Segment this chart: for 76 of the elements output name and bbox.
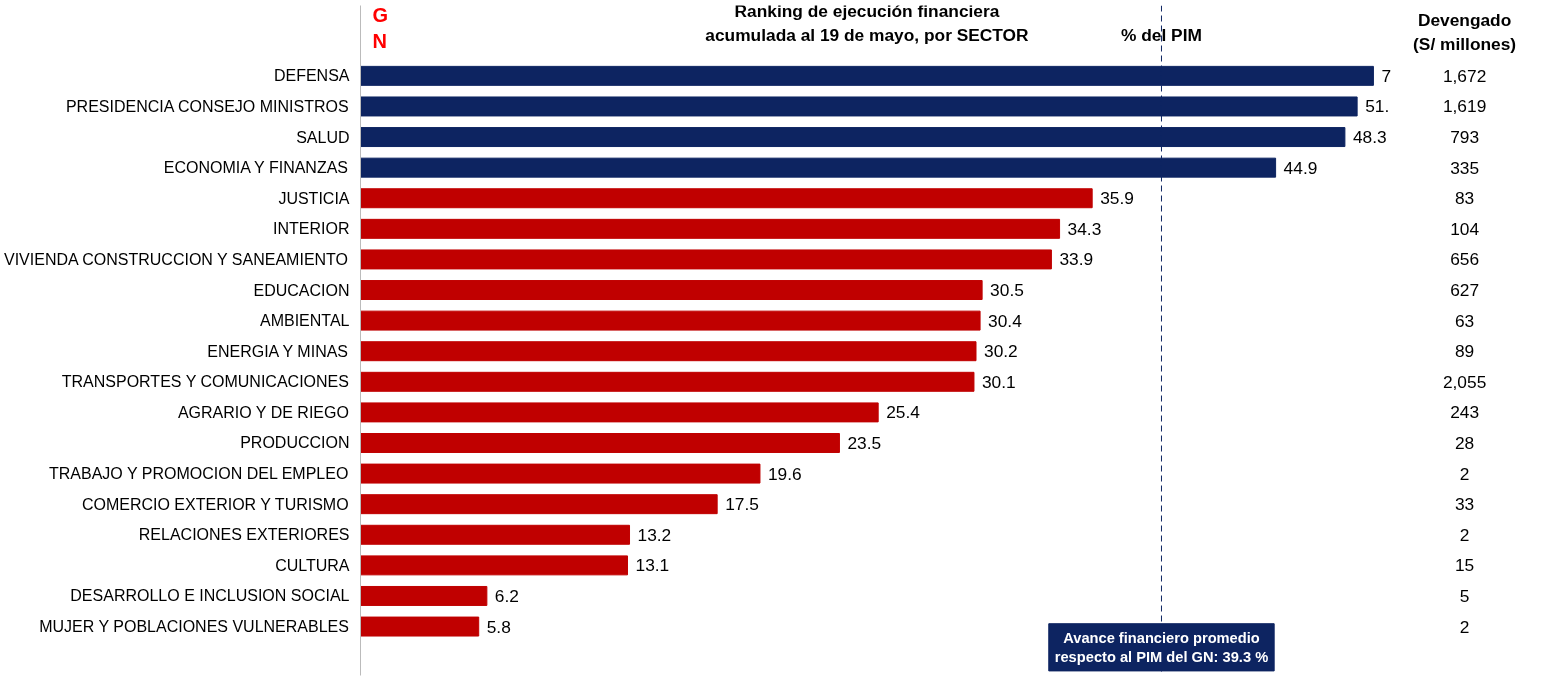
bar <box>360 310 981 331</box>
text: 656 <box>1450 249 1480 270</box>
y-tick-label: AMBIENTAL <box>260 312 350 330</box>
y-tick-label: ECONOMIA Y FINANZAS <box>163 159 349 177</box>
annotation: 7 <box>1381 65 1392 86</box>
bar <box>360 341 977 362</box>
text: 63 <box>1454 310 1475 331</box>
data-label: 23.5 <box>847 432 882 453</box>
text: 1,672 <box>1442 65 1487 86</box>
text: 793 <box>1450 127 1480 148</box>
text: 335 <box>1450 157 1480 178</box>
y-tick-label: COMERCIO EXTERIOR Y TURISMO <box>81 495 349 513</box>
y-tick-label: JUSTICIA <box>278 189 350 207</box>
bar <box>360 463 761 484</box>
y-tick-label: AGRARIO Y DE RIEGO <box>177 403 349 421</box>
data-label: 30.5 <box>990 280 1024 301</box>
bar <box>360 188 1093 209</box>
text: 2 <box>1459 616 1470 637</box>
y-tick-label: PRESIDENCIA CONSEJO MINISTROS <box>65 97 349 115</box>
text: 15 <box>1454 555 1475 576</box>
data-label: 35.9 <box>1100 188 1134 209</box>
data-label: 19.6 <box>767 463 802 484</box>
text: 2 <box>1459 463 1470 484</box>
bar <box>360 280 983 300</box>
data-label: 34.3 <box>1067 218 1102 239</box>
ref-line-label: Avance financiero promedio respecto al PIM del GN: 39.3 % <box>1054 629 1269 665</box>
y-tick-label: MUJER Y POBLACIONES VULNERABLES <box>39 618 349 636</box>
data-label: 5.8 <box>486 616 511 637</box>
y-tick-label: INTERIOR <box>273 220 350 238</box>
text: G N <box>372 3 389 52</box>
bar <box>360 402 879 423</box>
data-label: 17.5 <box>725 494 759 515</box>
text: 2 <box>1459 524 1470 545</box>
bar <box>360 524 631 545</box>
data-label: 44.9 <box>1283 157 1318 178</box>
y-tick-label: TRABAJO Y PROMOCION DEL EMPLEO <box>49 465 349 483</box>
text: 28 <box>1454 432 1475 453</box>
y-tick-label: PRODUCCION <box>240 434 350 452</box>
bar <box>360 433 840 453</box>
bar <box>360 494 718 515</box>
y-tick-label: DEFENSA <box>273 67 350 85</box>
text: 627 <box>1450 280 1480 301</box>
y2-axis-title: Devengado (S/ millones) <box>1413 10 1517 55</box>
text: 104 <box>1450 218 1480 239</box>
bar <box>360 585 488 606</box>
bar <box>360 371 975 392</box>
data-label: 30.2 <box>984 341 1018 362</box>
data-label: 13.1 <box>635 555 670 576</box>
text: 2,055 <box>1442 371 1487 392</box>
y-tick-label: ENERGIA Y MINAS <box>207 342 349 360</box>
text: 83 <box>1454 188 1475 209</box>
text: 243 <box>1450 402 1480 423</box>
y-tick-label: CULTURA <box>275 556 350 574</box>
y-tick-label: TRANSPORTES Y COMUNICACIONES <box>61 373 349 391</box>
y-tick-label: VIVIENDA CONSTRUCCION Y SANEAMIENTO <box>3 250 349 268</box>
y-tick-label: EDUCACION <box>253 281 350 299</box>
y-tick-label: DESARROLLO E INCLUSION SOCIAL <box>70 587 350 605</box>
data-label: 6.2 <box>494 585 519 606</box>
bar <box>360 616 480 637</box>
bar <box>360 249 1052 270</box>
bar <box>360 555 628 576</box>
y-tick-label: RELACIONES EXTERIORES <box>138 526 350 544</box>
data-label: 48.3 <box>1352 127 1387 148</box>
data-label: 33.9 <box>1059 249 1094 270</box>
text: 33 <box>1454 494 1475 515</box>
data-label: 30.4 <box>988 310 1023 331</box>
data-label: 25.4 <box>886 402 921 423</box>
data-label: 30.1 <box>981 371 1016 392</box>
text: 5 <box>1459 585 1470 606</box>
text: 89 <box>1454 341 1475 362</box>
bar <box>360 218 1061 239</box>
y-tick-label: SALUD <box>296 128 350 146</box>
data-label: 13.2 <box>637 524 672 545</box>
annotation: 51. <box>1365 96 1390 117</box>
text: 1,619 <box>1442 96 1487 117</box>
x-axis-title: % del PIM <box>1121 25 1202 46</box>
